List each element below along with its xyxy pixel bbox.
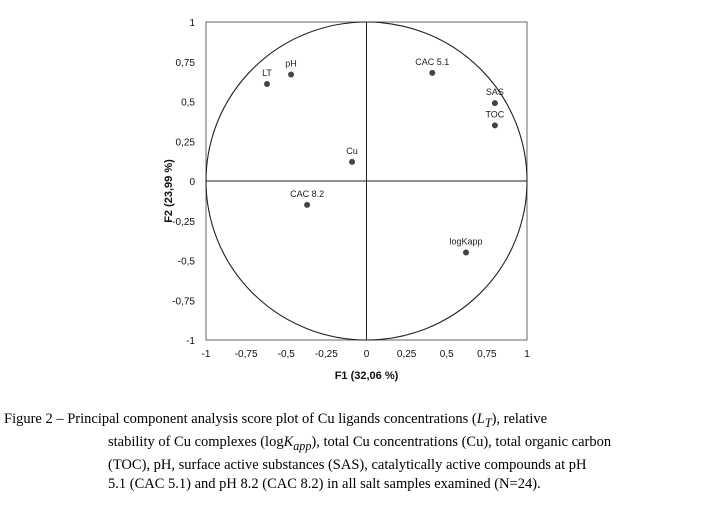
caption-line2-start: stability of Cu complexes (log (108, 433, 284, 450)
y-tick-label: -0,25 (172, 217, 195, 228)
x-tick-label: 0,25 (397, 349, 417, 360)
data-point (463, 249, 470, 256)
caption-k-subscript: app (293, 438, 312, 453)
caption-lt-subscript: T (484, 415, 492, 430)
data-point (491, 122, 498, 129)
pca-score-plot: -1 -0,75 -0,5 -0,25 0 0,25 0,5 0,75 1 1 0,75 0,5 0,… (163, 18, 531, 382)
y-axis-title: F2 (23,99 %) (163, 159, 175, 223)
data-point (491, 100, 498, 107)
x-tick-label: 0,75 (477, 349, 497, 360)
caption-line2-end: ), total Cu concentrations (Cu), total o… (311, 433, 612, 450)
data-point (263, 81, 270, 88)
y-tick-label: -0,75 (172, 296, 195, 307)
x-tick-labels: -1 -0,75 -0,5 -0,25 0 0,25 0,5 0,75 1 (202, 349, 531, 360)
y-tick-label: 0,75 (176, 58, 196, 69)
data-point (349, 158, 356, 165)
data-point-label: Cu (346, 146, 358, 156)
caption-line-3: (TOC), pH, surface active substances (SA… (108, 456, 587, 473)
x-tick-label: -1 (202, 349, 211, 360)
x-tick-label: -0,5 (278, 349, 296, 360)
data-point (304, 201, 311, 208)
caption-lt-symbol: L (476, 411, 485, 427)
caption-line-2: stability of Cu complexes (logKapp), tot… (4, 433, 698, 456)
y-tick-label: 1 (189, 18, 195, 29)
y-tick-label: 0,5 (181, 98, 195, 109)
caption-k-symbol: K (283, 433, 294, 450)
data-point (288, 71, 295, 78)
x-tick-label: 0 (364, 349, 370, 360)
data-point-label: CAC 5.1 (415, 57, 449, 67)
data-point-label: SAS (486, 87, 504, 97)
y-tick-label: 0 (189, 177, 195, 188)
figure-caption: Figure 2 – Principal component analysis … (4, 410, 698, 494)
data-point-label: CAC 8.2 (290, 189, 324, 199)
x-tick-label: 0,5 (440, 349, 454, 360)
y-tick-label: -1 (186, 336, 195, 347)
caption-line-1: Figure 2 – Principal component analysis … (4, 410, 698, 433)
caption-line-4: 5.1 (CAC 5.1) and pH 8.2 (CAC 8.2) in al… (108, 475, 541, 492)
caption-after-lt: ), relative (491, 411, 548, 427)
y-tick-label: -0,5 (178, 257, 196, 268)
y-tick-label: 0,25 (176, 137, 196, 148)
data-points: LT pH CAC 5.1 SAS TOC Cu CAC 8.2 logKapp (262, 57, 505, 256)
x-tick-label: -0,25 (315, 349, 338, 360)
data-point-label: TOC (485, 109, 504, 119)
data-point-label: logKapp (449, 237, 482, 247)
data-point-label: LT (262, 68, 272, 78)
x-axis-title: F1 (32,06 %) (335, 370, 399, 382)
data-point (429, 69, 436, 76)
x-tick-label: -0,75 (235, 349, 258, 360)
data-point-label: pH (285, 58, 297, 68)
x-tick-label: 1 (524, 349, 530, 360)
caption-prefix: Figure 2 – Principal component analysis … (4, 411, 477, 427)
y-tick-labels: 1 0,75 0,5 0,25 0 -0,25 -0,5 -0,75 -1 (172, 18, 195, 347)
